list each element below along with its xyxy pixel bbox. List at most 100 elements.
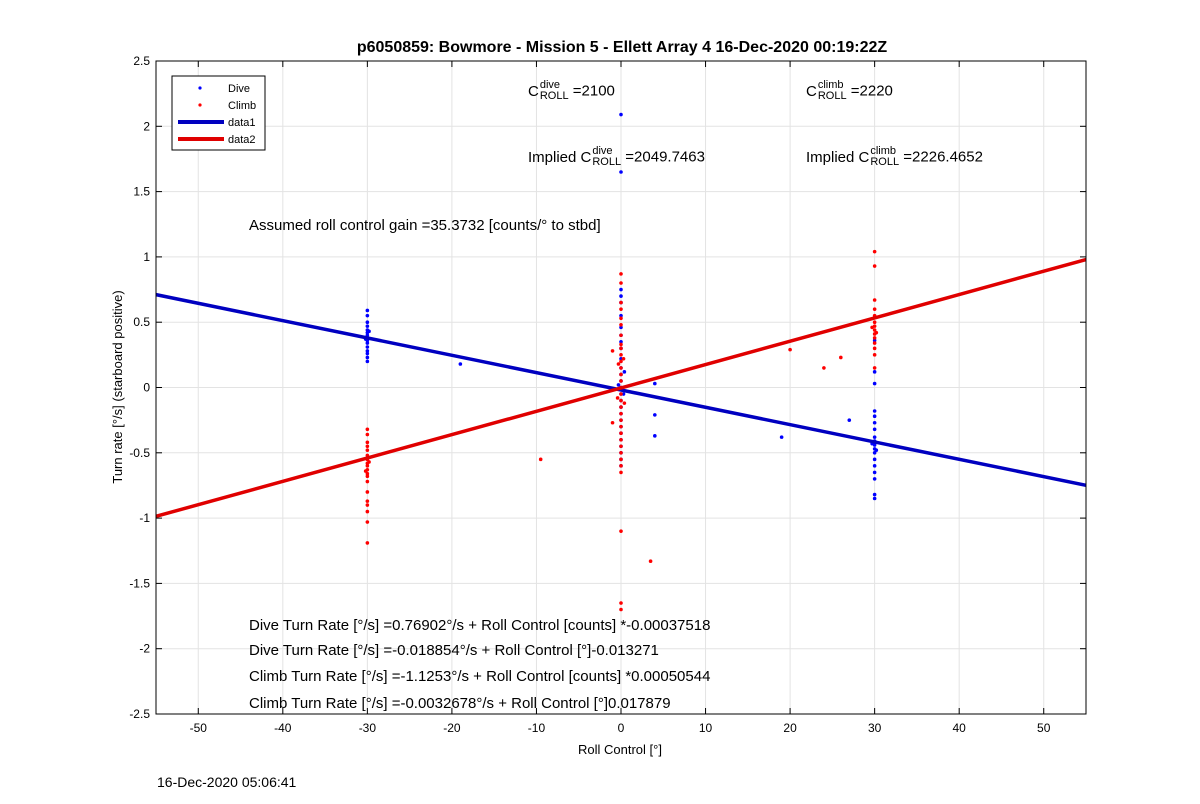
- annotation-eq-climb-degrees: Climb Turn Rate [°/s] =-0.0032678°/s + R…: [249, 695, 671, 712]
- climb-point: [365, 499, 370, 503]
- dive-point: [872, 370, 877, 374]
- dive-point: [365, 345, 370, 349]
- climb-point: [619, 281, 623, 285]
- climb-point: [365, 520, 370, 524]
- dive-point: [779, 435, 784, 439]
- climb-point: [538, 457, 543, 462]
- climb-point: [619, 316, 623, 321]
- climb-point: [788, 347, 792, 352]
- climb-point: [615, 396, 620, 400]
- climb-point: [648, 559, 653, 563]
- climb-point: [365, 444, 370, 449]
- climb-point: [619, 437, 623, 442]
- legend-data1-label: data1: [228, 117, 256, 129]
- dive-point: [872, 464, 877, 468]
- y-tick-label: 1.5: [133, 185, 150, 199]
- dive-point: [621, 392, 626, 396]
- climb-point: [872, 298, 877, 302]
- x-tick-label: 50: [1037, 721, 1051, 735]
- series-climb: [363, 249, 879, 612]
- climb-point: [365, 541, 370, 545]
- annotation-eq-dive-counts: Dive Turn Rate [°/s] =0.76902°/s + Roll …: [249, 617, 711, 634]
- climb-point: [870, 325, 874, 330]
- climb-point: [619, 418, 623, 422]
- dive-point: [616, 383, 621, 387]
- climb-point: [619, 323, 623, 327]
- climb-point: [610, 349, 615, 353]
- climb-point: [365, 440, 370, 445]
- dive-point: [619, 170, 623, 174]
- climb-point: [822, 366, 826, 370]
- climb-point: [872, 264, 877, 268]
- climb-point: [365, 427, 370, 432]
- plot-series: [155, 112, 1087, 612]
- dive-point: [365, 313, 370, 318]
- annotation-eq-climb-counts: Climb Turn Rate [°/s] =-1.1253°/s + Roll…: [249, 668, 711, 685]
- dive-point: [365, 324, 370, 328]
- climb-point: [619, 470, 623, 475]
- climb-point: [872, 249, 877, 254]
- x-tick-label: 0: [618, 721, 625, 735]
- climb-point: [365, 474, 370, 479]
- climb-point: [872, 320, 877, 325]
- climb-point: [365, 432, 370, 437]
- y-tick-label: 2.5: [133, 54, 150, 68]
- legend-dive-label: Dive: [228, 83, 250, 95]
- climb-point: [619, 346, 623, 351]
- annotation-eq-dive-degrees: Dive Turn Rate [°/s] =-0.018854°/s + Rol…: [249, 642, 659, 659]
- dive-point: [619, 325, 623, 330]
- y-axis-label: Turn rate [°/s] (starboard positive): [110, 290, 125, 483]
- climb-point: [872, 346, 877, 351]
- x-tick-label: 20: [783, 721, 797, 735]
- climb-point: [619, 529, 623, 533]
- x-tick-label: 40: [953, 721, 967, 735]
- climb-point: [365, 490, 370, 494]
- climb-point: [839, 355, 843, 360]
- dive-point: [365, 308, 370, 313]
- climb-point: [367, 460, 371, 464]
- dive-point: [365, 341, 370, 345]
- y-tick-label: -1: [139, 511, 150, 525]
- x-tick-label: -10: [528, 721, 546, 735]
- climb-point: [619, 353, 623, 357]
- climb-point: [872, 341, 877, 345]
- x-tick-label: 10: [699, 721, 713, 735]
- climb-point: [365, 509, 370, 514]
- climb-point: [365, 464, 370, 468]
- climb-point: [621, 356, 626, 361]
- climb-point: [619, 411, 623, 416]
- dive-point: [872, 409, 877, 413]
- dive-point: [653, 381, 657, 386]
- x-tick-label: -30: [359, 721, 377, 735]
- y-tick-label: 2: [143, 119, 150, 133]
- climb-point: [872, 328, 877, 332]
- climb-point: [610, 420, 615, 425]
- dive-point: [872, 496, 877, 501]
- legend-climb-marker: [198, 103, 202, 107]
- climb-point: [619, 307, 623, 311]
- y-tick-label: -2.5: [129, 707, 150, 721]
- grid-lines: [156, 60, 1086, 715]
- dive-point: [872, 381, 877, 386]
- dive-point: [872, 435, 877, 439]
- climb-point: [619, 342, 623, 347]
- dive-point: [872, 427, 877, 432]
- climb-point: [619, 607, 623, 612]
- x-tick-label: 30: [868, 721, 882, 735]
- climb-point: [619, 398, 623, 403]
- dive-point: [872, 414, 877, 419]
- footer-timestamp: 16-Dec-2020 05:06:41: [157, 774, 297, 790]
- climb-point: [872, 353, 877, 357]
- x-tick-label: -40: [274, 721, 292, 735]
- climb-point: [619, 451, 623, 455]
- dive-point: [367, 329, 371, 334]
- x-tick-label: -50: [190, 721, 208, 735]
- dive-point: [872, 457, 877, 462]
- dive-point: [872, 451, 877, 455]
- dive-point: [458, 362, 463, 366]
- dive-point: [365, 359, 370, 364]
